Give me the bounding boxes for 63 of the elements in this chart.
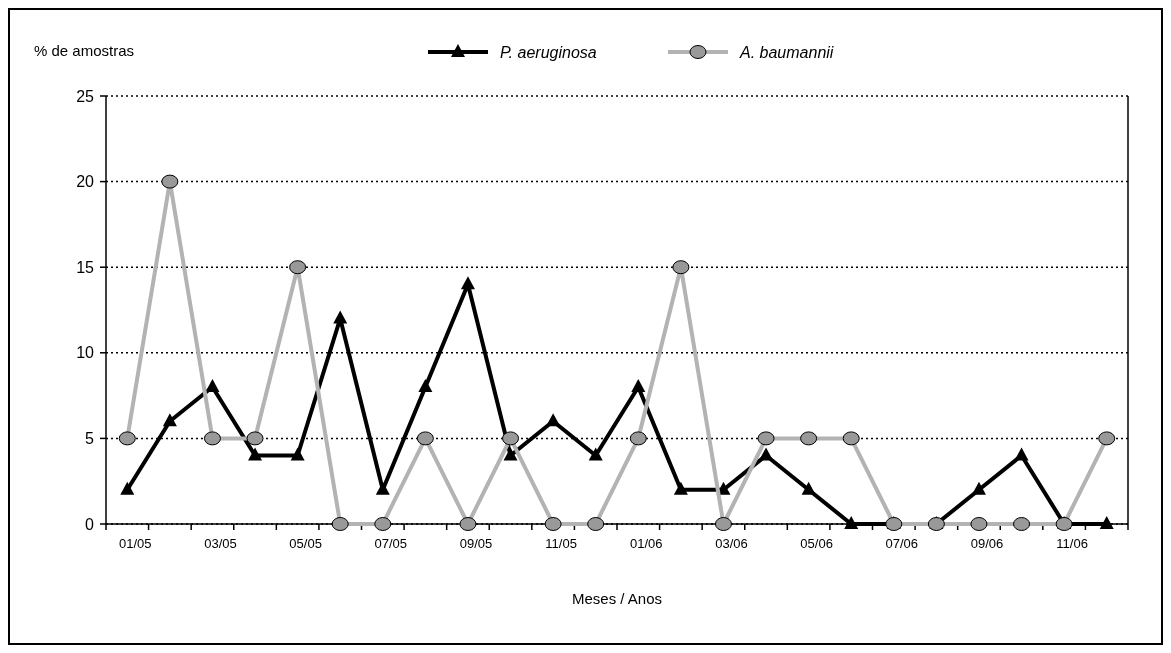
point [248,447,263,461]
x-tick-label: 03/06 [715,536,748,551]
point [1013,517,1031,531]
x-tick-label: 07/05 [374,536,408,551]
point [546,413,561,427]
x-tick-label: 11/06 [1056,536,1088,551]
point [971,481,986,495]
point [801,481,816,495]
y-tick-label: 5 [85,430,95,447]
point [842,431,860,446]
point [246,431,264,446]
point [1099,516,1114,529]
x-tick-label: 05/05 [289,536,322,551]
point [588,447,603,461]
point [714,517,732,531]
x-tick-label: 09/05 [459,536,493,551]
point [587,517,605,531]
point [290,447,305,461]
point [672,260,690,275]
point [374,517,392,531]
point [205,379,220,393]
point [289,260,307,275]
point [759,447,774,461]
point [331,517,349,531]
point [629,431,647,446]
point [502,431,520,446]
x-tick-label: 01/05 [119,536,152,551]
point [161,174,179,189]
point [118,431,136,446]
point [844,516,859,529]
point [1098,431,1116,446]
x-tick-label: 01/06 [630,536,663,551]
legend-label: A. baumannii [739,43,834,61]
y-tick-label: 10 [76,344,95,362]
y-tick-label: 25 [76,87,95,105]
y-tick-label: 20 [76,173,95,191]
y-axis-title: % de amostras [34,42,135,59]
point [120,481,135,495]
point [203,431,221,446]
point [460,276,475,290]
y-tick-label: 15 [76,258,95,276]
point [1014,447,1029,461]
legend-label: P. aeruginosa [500,43,597,61]
point [459,517,477,531]
x-tick-label: 07/06 [885,536,919,551]
point [800,431,818,446]
point [757,431,775,446]
x-tick-label: 09/06 [970,536,1004,551]
point [544,517,562,531]
point [631,379,646,393]
point [162,413,177,427]
point [333,310,348,324]
point [503,447,518,461]
x-tick-label: 03/05 [204,536,237,551]
x-tick-label: 11/05 [545,536,577,551]
point [673,481,688,495]
point [418,379,433,393]
point [375,481,390,495]
y-tick-label: 0 [85,515,95,533]
x-axis-title: Meses / Anos [571,590,663,607]
point [970,517,988,531]
point [416,431,434,446]
x-tick-label: 05/06 [800,536,833,551]
